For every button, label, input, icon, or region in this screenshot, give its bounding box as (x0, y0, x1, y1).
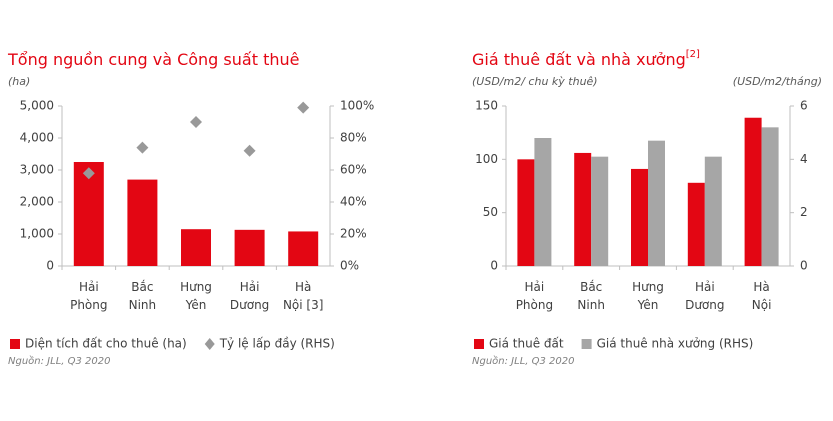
legend-swatch (204, 338, 215, 350)
y2-tick-label: 0% (340, 259, 359, 273)
source: Nguồn: JLL, Q3 2020 (8, 355, 110, 367)
y2-tick-label: 60% (340, 163, 367, 177)
point (190, 116, 202, 128)
bar (288, 231, 319, 266)
x-tick-line: Bắc (131, 280, 153, 294)
legend-swatch (474, 339, 484, 349)
x-tick-line: Yên (637, 298, 659, 312)
x-tick-label: Bắc Ninh (129, 280, 157, 312)
x-tick-line: Dương (685, 298, 724, 312)
bar (73, 162, 104, 266)
y-tick-label: 4,000 (20, 131, 54, 145)
bar (534, 138, 552, 266)
bar (574, 152, 592, 266)
x-tick-line: Dương (230, 298, 269, 312)
x-tick-line: Hưng (180, 280, 212, 294)
chart-title: Tổng nguồn cung và Công suất thuê (7, 50, 299, 69)
bar (704, 156, 722, 266)
bar (761, 127, 779, 266)
x-tick-label: Hà Nội (752, 280, 772, 312)
x-tick-line: Hà (753, 280, 769, 294)
y-tick-label: 0 (46, 259, 54, 273)
chart-title: Giá thuê đất và nhà xưởng (472, 50, 686, 69)
x-tick-line: Ninh (577, 298, 605, 312)
point (297, 101, 310, 114)
x-tick-line: Hưng (632, 280, 664, 294)
bar (234, 229, 265, 266)
x-tick-label: Hải Dương (230, 280, 269, 312)
bar (648, 140, 665, 266)
x-tick-label: Bắc Ninh (577, 280, 605, 312)
x-tick-line: Hải (695, 280, 715, 294)
y-tick-label: 1,000 (20, 227, 54, 241)
chart-title: Giá thuê đất và nhà xưởng[2] (472, 49, 700, 69)
bar (127, 179, 158, 266)
x-tick-label: Hải Dương (685, 280, 724, 312)
y2-tick-label: 40% (340, 195, 367, 209)
point (82, 167, 95, 180)
y-tick-label: 50 (483, 205, 498, 219)
y2-label: (USD/m2/tháng) (733, 75, 822, 88)
y2-tick-label: 6 (800, 99, 808, 113)
x-tick-label: Hưng Yên (180, 280, 212, 312)
y-tick-label: 100 (475, 152, 498, 166)
x-tick-line: Ninh (129, 298, 157, 312)
title-note: [2] (686, 49, 700, 60)
y2-tick-label: 4 (800, 152, 808, 166)
x-tick-label: Hà Nội [3] (283, 280, 323, 312)
y2-tick-label: 0 (800, 259, 808, 273)
y2-tick-label: 80% (340, 131, 367, 145)
y2-tick-label: 20% (340, 227, 367, 241)
x-tick-line: Hải (525, 280, 545, 294)
x-tick-line: Hải (79, 280, 99, 294)
x-tick-line: Yên (185, 298, 207, 312)
y-tick-label: 0 (490, 259, 498, 273)
y-tick-label: 2,000 (20, 195, 54, 209)
legend-label: Giá thuê đất (489, 337, 564, 351)
point (136, 141, 149, 154)
y2-tick-label: 100% (340, 99, 374, 113)
legend-label: Diện tích đất cho thuê (ha) (25, 337, 187, 351)
x-tick-line: Hà (295, 280, 311, 294)
x-tick-line: Nội [3] (283, 298, 323, 312)
legend-label: Tỷ lệ lấp đầy (RHS) (219, 337, 335, 351)
x-tick-line: Phòng (516, 298, 553, 312)
x-tick-label: Hưng Yên (632, 280, 664, 312)
legend-swatch (10, 339, 20, 349)
x-tick-line: Nội (752, 298, 772, 312)
point (243, 144, 256, 157)
x-tick-line: Hải (240, 280, 260, 294)
bar (687, 182, 705, 266)
source: Nguồn: JLL, Q3 2020 (472, 355, 574, 367)
subtitle: (USD/m2/ chu kỳ thuê) (472, 75, 598, 88)
bar (631, 168, 648, 266)
x-tick-label: Hải Phòng (516, 280, 553, 312)
x-tick-label: Hải Phòng (70, 280, 107, 312)
legend-label: Giá thuê nhà xưởng (RHS) (597, 337, 754, 351)
bar (517, 159, 535, 266)
y-tick-label: 150 (475, 99, 498, 113)
legend-swatch (581, 339, 592, 349)
y2-tick-label: 2 (800, 205, 808, 219)
x-tick-line: Bắc (580, 280, 602, 294)
x-tick-line: Phòng (70, 298, 107, 312)
y-tick-label: 5,000 (20, 99, 54, 113)
y-tick-label: 3,000 (20, 163, 54, 177)
bar (181, 229, 211, 266)
chart-title: Tổng nguồn cung và Công suất thuê (7, 50, 299, 69)
subtitle: (ha) (8, 75, 30, 88)
bar (744, 117, 762, 266)
bar (591, 156, 609, 266)
